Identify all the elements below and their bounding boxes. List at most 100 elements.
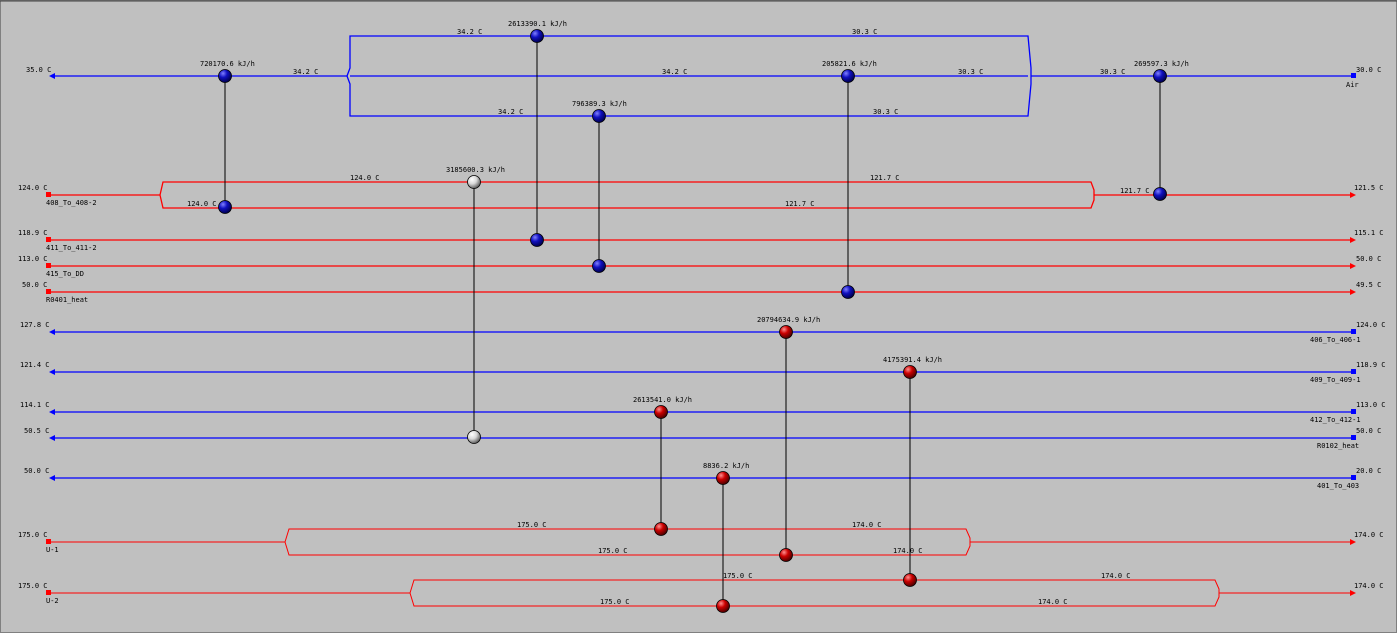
stream-source-marker (46, 539, 51, 544)
stream-name-label: Air (1346, 81, 1359, 89)
stream-401[interactable] (49, 475, 1356, 481)
stream-left-temp: 118.9 C (18, 229, 48, 237)
exchanger-node[interactable] (592, 259, 606, 273)
stream-r0401[interactable] (46, 289, 1356, 295)
exchanger-node[interactable] (592, 109, 606, 123)
stream-source-marker (46, 289, 51, 294)
branch-temp-label: 175.0 C (598, 547, 628, 555)
stream-name-label: U-1 (46, 546, 59, 554)
exchanger-node[interactable] (218, 200, 232, 214)
stream-right-temp: 174.0 C (1354, 582, 1384, 590)
exchanger-duty-label: 2613541.0 kJ/h (633, 396, 692, 404)
exchanger-duty-label: 720170.6 kJ/h (200, 60, 255, 68)
exchanger-node[interactable] (218, 69, 232, 83)
branch-temp-label: 174.0 C (1101, 572, 1131, 580)
branch-temp-label: 30.3 C (873, 108, 898, 116)
arrow-head-icon (1350, 590, 1356, 596)
exchanger-node[interactable] (530, 29, 544, 43)
stream-name-label: 406_To_406-1 (1310, 336, 1361, 344)
exchanger-node[interactable] (1153, 69, 1167, 83)
stream-412[interactable] (49, 409, 1356, 415)
exchanger-node[interactable] (903, 573, 917, 587)
stream-411[interactable] (46, 237, 1356, 243)
exchanger-node[interactable] (1153, 187, 1167, 201)
arrow-head-icon (1350, 192, 1356, 198)
exchanger-duty-label: 20794634.9 kJ/h (757, 316, 820, 324)
stream-right-temp: 20.0 C (1356, 467, 1381, 475)
stream-name-label: U-2 (46, 597, 59, 605)
stream-left-temp: 50.0 C (22, 281, 47, 289)
branch-temp-label: 34.2 C (498, 108, 523, 116)
branch-temp-label: 124.0 C (350, 174, 380, 182)
stream-right-temp: 115.1 C (1354, 229, 1384, 237)
stream-u2[interactable] (46, 579, 1356, 607)
stream-u1[interactable] (46, 528, 1356, 556)
stream-left-temp: 124.0 C (18, 184, 48, 192)
stream-u1-split-outline (284, 528, 971, 556)
branch-temp-label: 175.0 C (600, 598, 630, 606)
exchanger-node[interactable] (530, 233, 544, 247)
exchanger-duty-label: 8836.2 kJ/h (703, 462, 749, 470)
stream-r0102[interactable] (49, 435, 1356, 441)
stream-415[interactable] (46, 263, 1356, 269)
stream-left-temp: 175.0 C (18, 531, 48, 539)
stream-left-temp: 175.0 C (18, 582, 48, 590)
branch-temp-label: 34.2 C (457, 28, 482, 36)
exchanger-node[interactable] (903, 365, 917, 379)
branch-temp-label: 121.7 C (1120, 187, 1150, 195)
exchanger-node[interactable] (779, 325, 793, 339)
branch-temp-label: 174.0 C (1038, 598, 1068, 606)
exchanger-duty-label: 3185600.3 kJ/h (446, 166, 505, 174)
exchanger-node[interactable] (467, 430, 481, 444)
exchanger-node[interactable] (841, 285, 855, 299)
arrow-head-icon (49, 475, 55, 481)
stream-name-label: 401_To_403 (1317, 482, 1359, 490)
stream-left-temp: 50.0 C (24, 467, 49, 475)
branch-temp-label: 174.0 C (893, 547, 923, 555)
exchanger-node[interactable] (467, 175, 481, 189)
stream-source-marker (1351, 409, 1356, 414)
stream-right-temp: 118.9 C (1356, 361, 1386, 369)
exchanger-node[interactable] (654, 522, 668, 536)
stream-408[interactable] (46, 181, 1356, 209)
stream-left-temp: 35.0 C (26, 66, 51, 74)
branch-temp-label: 174.0 C (852, 521, 882, 529)
stream-source-marker (1351, 435, 1356, 440)
arrow-head-icon (49, 435, 55, 441)
exchanger-duty-label: 205821.6 kJ/h (822, 60, 877, 68)
stream-name-label: 408_To_408-2 (46, 199, 97, 207)
exchanger-duty-label: 796389.3 kJ/h (572, 100, 627, 108)
stream-air[interactable] (49, 35, 1356, 117)
stream-source-marker (1351, 73, 1356, 78)
stream-source-marker (46, 237, 51, 242)
exchanger-node[interactable] (654, 405, 668, 419)
stream-left-temp: 114.1 C (20, 401, 50, 409)
branch-temp-label: 34.2 C (293, 68, 318, 76)
exchanger-node[interactable] (841, 69, 855, 83)
stream-name-label: R0102_heat (1317, 442, 1359, 450)
stream-right-temp: 50.0 C (1356, 255, 1381, 263)
arrow-head-icon (49, 73, 55, 79)
stream-406[interactable] (49, 329, 1356, 335)
exchanger-duty-label: 269597.3 kJ/h (1134, 60, 1189, 68)
stream-source-marker (46, 263, 51, 268)
stream-left-temp: 50.5 C (24, 427, 49, 435)
stream-409[interactable] (49, 369, 1356, 375)
arrow-head-icon (49, 369, 55, 375)
exchanger-node[interactable] (716, 471, 730, 485)
arrow-head-icon (49, 329, 55, 335)
exchanger-duty-label: 4175391.4 kJ/h (883, 356, 942, 364)
stream-right-temp: 30.0 C (1356, 66, 1381, 74)
exchanger-node[interactable] (779, 548, 793, 562)
stream-right-temp: 121.5 C (1354, 184, 1384, 192)
stream-source-marker (46, 590, 51, 595)
stream-right-temp: 124.0 C (1356, 321, 1386, 329)
branch-temp-label: 30.3 C (1100, 68, 1125, 76)
arrow-head-icon (1350, 289, 1356, 295)
stream-name-label: 412_To_412-1 (1310, 416, 1361, 424)
exchanger-node[interactable] (716, 599, 730, 613)
branch-temp-label: 175.0 C (517, 521, 547, 529)
branch-temp-label: 30.3 C (958, 68, 983, 76)
